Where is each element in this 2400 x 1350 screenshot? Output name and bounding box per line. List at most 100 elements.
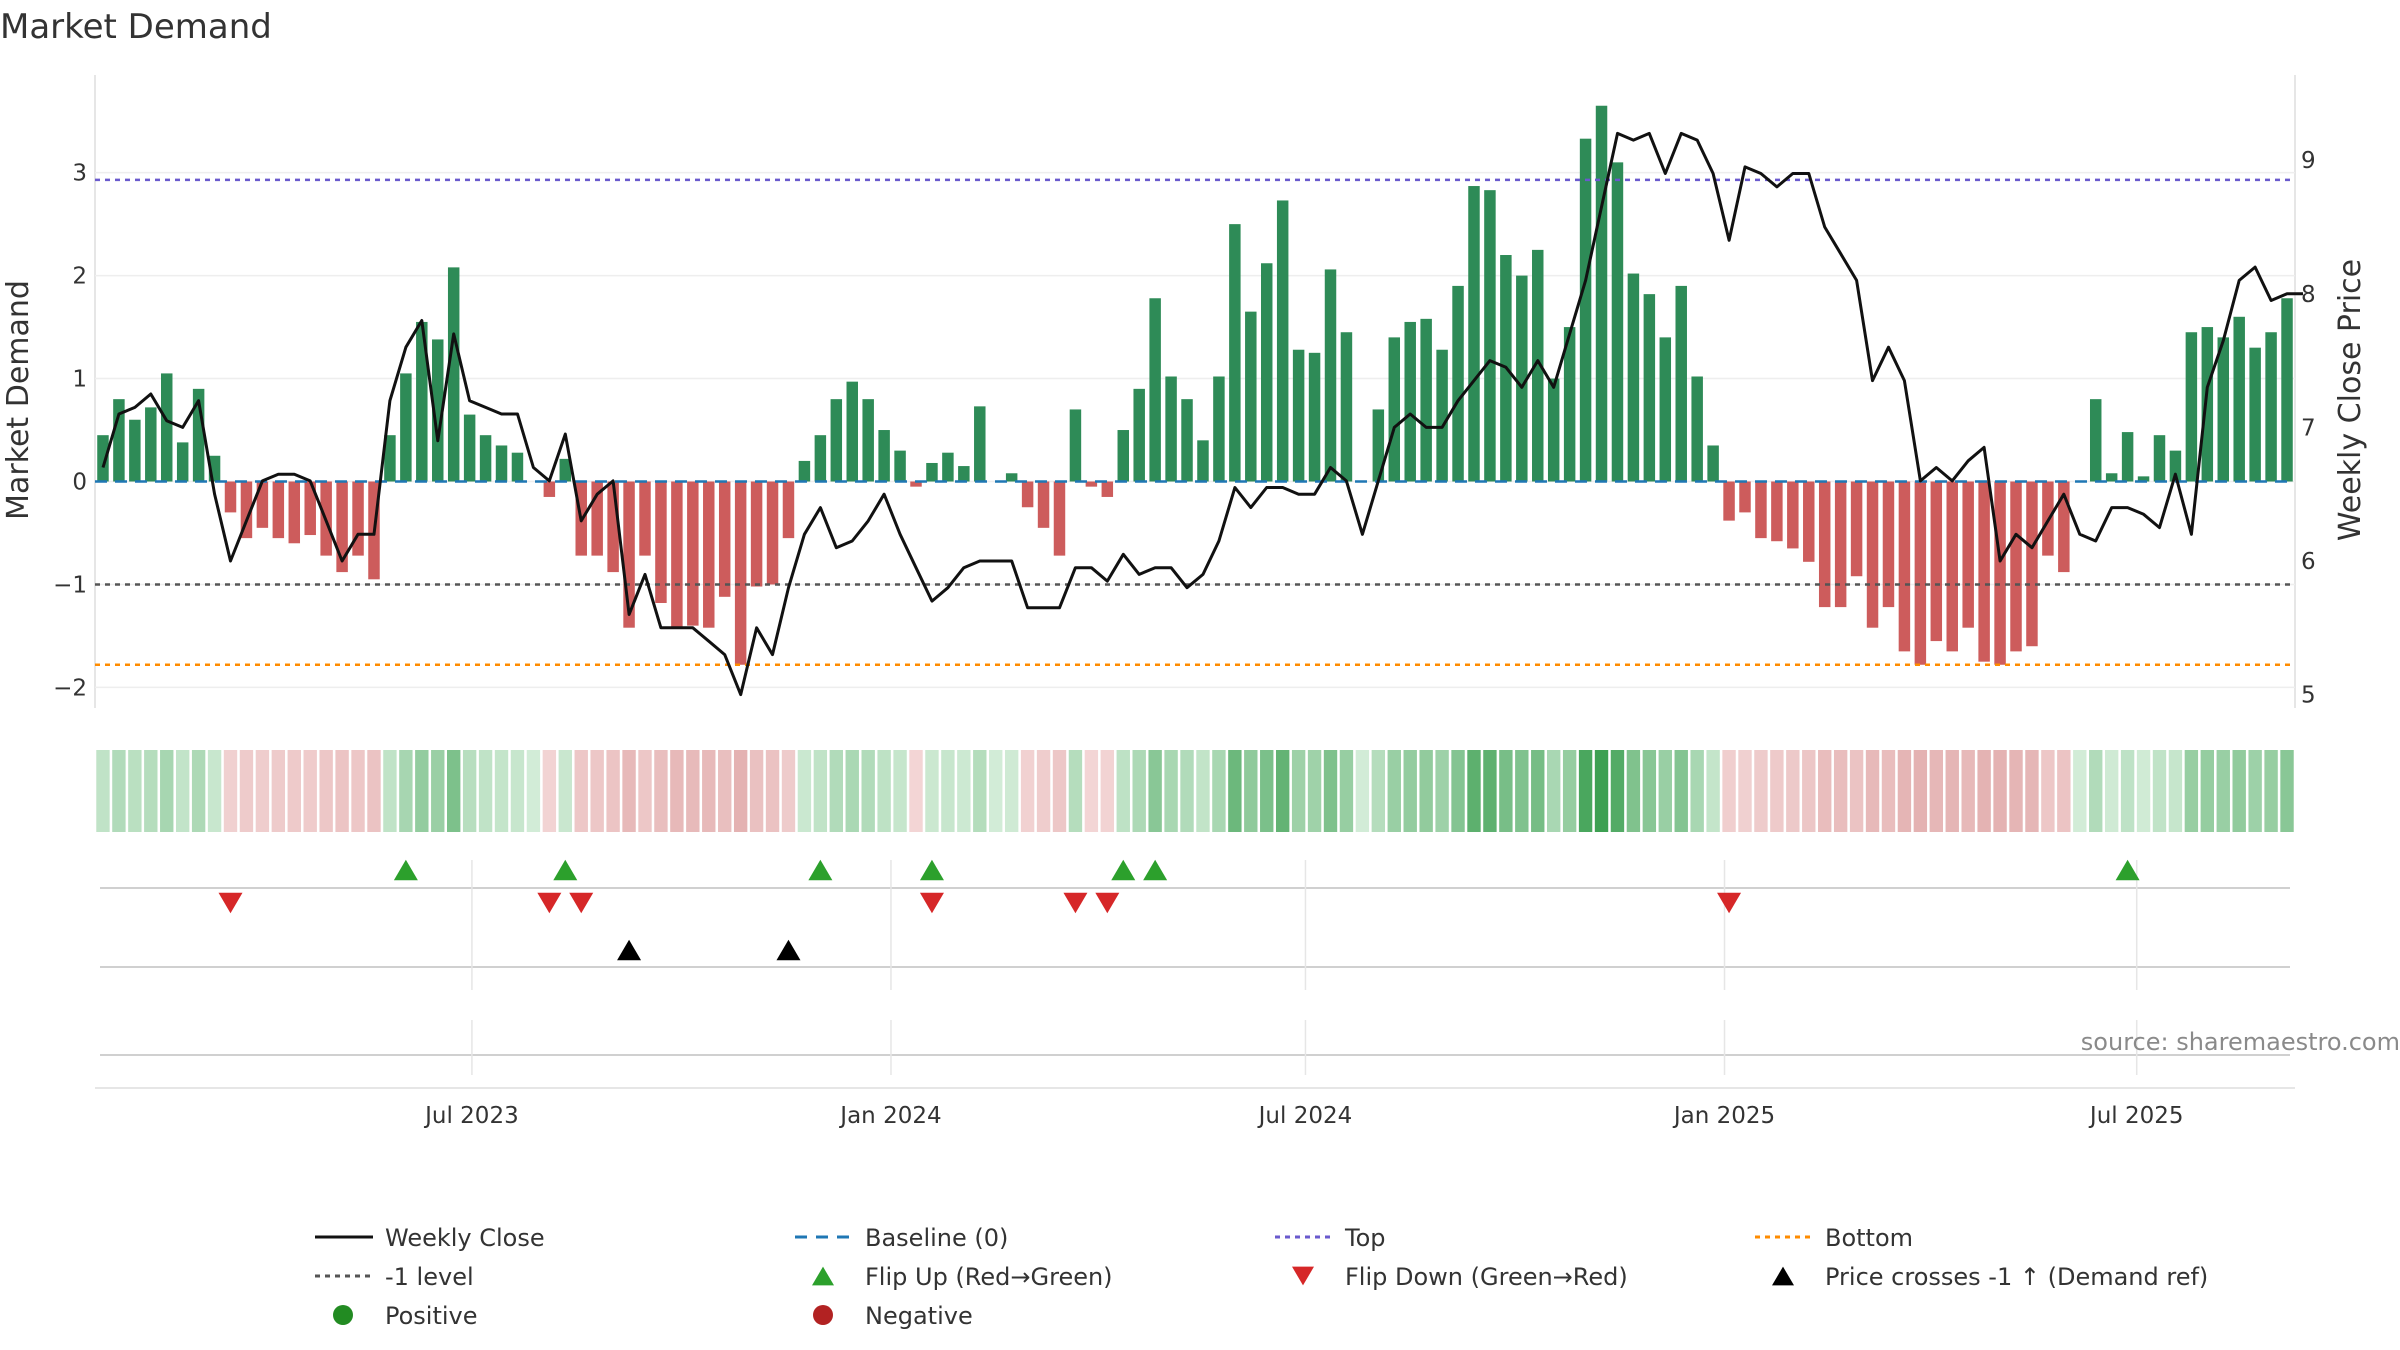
negative-demand-bar — [1946, 481, 1958, 652]
heat-strip-cell — [989, 750, 1003, 832]
heat-strip-cell — [1196, 750, 1210, 832]
heat-strip-cell — [2009, 750, 2023, 832]
heat-strip-cell — [239, 750, 254, 832]
positive-demand-bar — [559, 458, 572, 482]
negative-demand-bar — [703, 481, 715, 628]
flip-up-marker — [1143, 859, 1168, 881]
positive-demand-bar — [1117, 430, 1129, 482]
positive-demand-bar — [798, 460, 811, 482]
heat-strip-cell — [925, 750, 939, 832]
positive-demand-bar — [113, 399, 125, 482]
positive-demand-bar — [1308, 352, 1321, 482]
negative-demand-bar — [272, 481, 285, 539]
heat-strip-cell — [1307, 750, 1322, 832]
heat-strip-cell — [175, 750, 190, 832]
negative-demand-bar — [352, 481, 364, 556]
heat-strip-cell — [1833, 750, 1848, 832]
negative-demand-bar — [766, 481, 779, 585]
signal-panel — [95, 859, 2295, 1089]
negative-demand-bar — [1101, 481, 1114, 497]
positive-demand-bar — [2265, 332, 2277, 482]
positive-demand-bar — [192, 388, 205, 482]
heat-strip-cell — [1690, 750, 1704, 832]
heat-strip-cell — [1929, 750, 1943, 832]
legend-label: Weekly Close — [385, 1224, 545, 1252]
heat-strip-cell — [431, 750, 445, 832]
heat-strip-cell — [1244, 750, 1258, 832]
source-text: source: sharemaestro.com — [2081, 1028, 2400, 1056]
heat-strip-cell — [765, 750, 780, 832]
negative-demand-bar — [2058, 481, 2070, 573]
heat-strip-cell — [1642, 750, 1657, 832]
positive-demand-bar — [511, 452, 524, 482]
legend-swatch-triangle-up — [1772, 1266, 1794, 1286]
legend-swatch-triangle-down — [1292, 1266, 1314, 1286]
heat-strip-cell — [1435, 750, 1449, 832]
heat-strip-cell — [1610, 750, 1625, 832]
heat-strip-cell — [1849, 750, 1864, 832]
positive-demand-bar — [1675, 285, 1687, 482]
y-tick-label: −2 — [53, 675, 87, 701]
heat-strip-cell — [223, 750, 238, 832]
positive-demand-bar — [1261, 263, 1273, 482]
heat-strip-cell — [303, 750, 317, 832]
negative-demand-bar — [1994, 481, 2006, 665]
heat-strip-cell — [2280, 750, 2294, 832]
heat-strip-cell — [1004, 750, 1019, 832]
negative-demand-bar — [750, 481, 763, 587]
positive-demand-bar — [1516, 275, 1528, 482]
negative-demand-bar — [671, 481, 683, 628]
heat-strip-cell — [861, 750, 875, 832]
heat-strip-cell — [1658, 750, 1672, 832]
positive-demand-bar — [2105, 473, 2118, 482]
negative-demand-bar — [639, 481, 651, 556]
positive-demand-bar — [1340, 332, 1353, 482]
y-tick-label: 1 — [72, 367, 87, 393]
negative-demand-bar — [782, 481, 795, 539]
heat-strip-cell — [558, 750, 572, 832]
positive-demand-bar — [878, 430, 890, 482]
positive-demand-bar — [894, 450, 906, 482]
heat-strip-cell — [1977, 750, 1991, 832]
legend-swatch-triangle-up — [812, 1266, 834, 1286]
price-cross-marker — [776, 939, 801, 961]
positive-demand-bar — [1324, 269, 1337, 482]
negative-demand-bar — [224, 481, 237, 513]
heat-strip-cell — [1754, 750, 1768, 832]
positive-demand-bar — [1213, 376, 1225, 482]
positive-demand-bar — [1149, 298, 1161, 482]
positive-demand-bar — [814, 435, 827, 482]
positive-demand-bar — [1069, 409, 1082, 482]
negative-demand-bar — [1053, 481, 1066, 556]
positive-demand-bar — [1436, 349, 1448, 482]
heat-strip-cell — [2057, 750, 2071, 832]
heat-strip-cell — [1770, 750, 1784, 832]
x-axis-ticks: Jul 2023 Jan 2024 Jul 2024 Jan 2025 Jul 2025 — [423, 1103, 2183, 1129]
positive-demand-bar — [974, 406, 986, 482]
positive-demand-bar — [2217, 337, 2229, 482]
heat-strip-cell — [1945, 750, 1959, 832]
heat-strip-cell — [191, 750, 206, 832]
heat-strip-cell — [893, 750, 907, 832]
negative-demand-bar — [1978, 481, 1990, 662]
heat-strip-cell — [638, 750, 652, 832]
positive-demand-bar — [161, 373, 173, 482]
heat-strip-cell — [2248, 750, 2262, 832]
heat-strip-cell — [494, 750, 509, 832]
heat-strip-cell — [702, 750, 716, 832]
y-axis-label: Market Demand — [1, 280, 36, 520]
heat-strip-cell — [1881, 750, 1896, 832]
heat-strip-cell — [1483, 750, 1497, 832]
positive-demand-bar — [400, 373, 412, 482]
legend: Weekly Close Baseline (0) Top Bottom -1 leve… — [315, 1224, 2208, 1330]
heat-strip-cell — [160, 750, 174, 832]
heat-strip-cell — [112, 750, 126, 832]
heat-strip-cell — [574, 750, 588, 832]
x-tick-label: Jul 2025 — [2088, 1103, 2184, 1129]
heat-strip-cell — [1897, 750, 1912, 832]
flip-up-marker — [808, 859, 833, 881]
positive-demand-bar — [2153, 435, 2166, 482]
positive-demand-bar — [1579, 138, 1592, 482]
legend-label: Top — [1344, 1224, 1386, 1252]
heat-strip-cell — [2104, 750, 2119, 832]
